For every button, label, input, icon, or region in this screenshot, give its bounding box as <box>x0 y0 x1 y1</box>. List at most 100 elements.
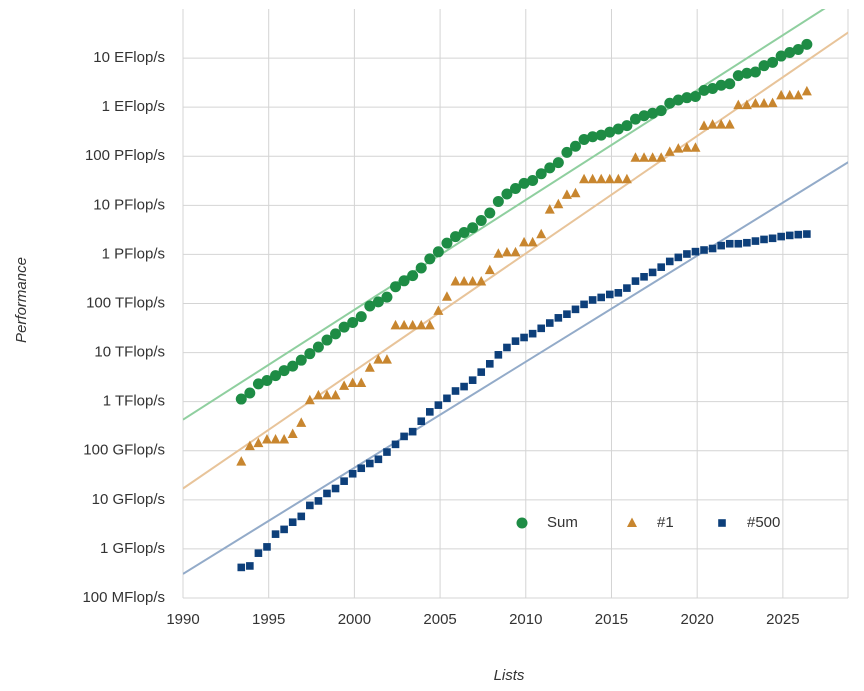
data-point <box>323 489 331 498</box>
data-point <box>793 89 804 100</box>
y-tick-label: 100 MFlop/s <box>82 589 165 606</box>
data-point <box>672 94 684 106</box>
data-point <box>656 152 667 162</box>
data-point <box>587 173 598 184</box>
data-point <box>484 264 495 275</box>
data-point <box>640 272 648 281</box>
data-point <box>356 377 367 388</box>
data-point <box>732 70 744 82</box>
data-point <box>279 433 290 444</box>
data-point <box>716 119 727 129</box>
data-point <box>321 334 333 346</box>
data-point <box>597 293 605 302</box>
x-tick-label: 2020 <box>680 611 713 628</box>
data-point <box>270 433 281 444</box>
data-point <box>501 188 513 200</box>
data-point <box>561 146 573 158</box>
data-point <box>477 368 486 376</box>
data-point <box>432 246 444 258</box>
data-point <box>690 142 701 152</box>
data-point <box>767 56 779 68</box>
data-point <box>639 152 650 162</box>
legend-marker <box>718 519 726 527</box>
data-point <box>271 530 280 538</box>
data-point <box>631 277 640 285</box>
legend-marker <box>516 517 528 529</box>
data-point <box>776 89 787 100</box>
data-point <box>330 389 341 400</box>
data-point <box>467 222 479 234</box>
y-tick-label: 10 PFlop/s <box>93 196 165 213</box>
data-point <box>398 275 410 287</box>
data-point <box>544 162 556 174</box>
data-point <box>527 175 539 187</box>
data-point <box>621 120 633 132</box>
data-point <box>357 464 366 473</box>
data-point <box>476 275 487 286</box>
data-point <box>288 518 297 527</box>
data-point <box>528 329 537 338</box>
data-point <box>536 228 547 239</box>
data-point <box>655 105 667 117</box>
data-point <box>372 296 384 308</box>
data-point <box>638 110 650 122</box>
data-point <box>647 107 659 119</box>
data-point <box>383 448 391 456</box>
data-point <box>261 374 273 386</box>
data-point <box>373 354 384 364</box>
data-point <box>451 387 460 395</box>
data-point <box>544 204 555 214</box>
data-point <box>612 123 624 135</box>
data-point <box>545 319 554 327</box>
data-point <box>253 437 264 448</box>
trend-line <box>183 161 848 575</box>
x-tick-label: 2010 <box>509 611 542 628</box>
data-point <box>768 234 777 243</box>
y-tick-label: 1 PFlop/s <box>102 245 165 262</box>
data-point <box>236 456 247 466</box>
data-point <box>725 239 734 248</box>
data-point <box>399 319 410 330</box>
data-point <box>803 230 811 238</box>
data-point <box>741 99 752 110</box>
y-tick-label: 10 EFlop/s <box>93 49 165 66</box>
data-point <box>715 79 727 91</box>
data-point <box>407 270 419 282</box>
y-tick-label: 100 GFlop/s <box>83 442 165 459</box>
data-point <box>698 84 710 96</box>
data-point <box>340 477 348 485</box>
data-point <box>313 389 324 400</box>
data-point <box>552 157 564 169</box>
data-point <box>312 341 324 353</box>
data-point <box>415 262 427 274</box>
x-tick-label: 1990 <box>166 611 199 628</box>
data-point <box>287 428 298 438</box>
legend-label: #1 <box>657 514 674 531</box>
data-point <box>450 275 461 286</box>
data-point <box>374 455 383 464</box>
data-point <box>366 459 374 468</box>
data-point <box>510 246 521 257</box>
data-point <box>751 237 760 245</box>
data-point <box>794 230 803 239</box>
data-point <box>280 525 288 534</box>
data-point <box>426 408 434 416</box>
data-point <box>244 440 255 451</box>
data-point <box>784 46 796 58</box>
data-point <box>390 281 402 293</box>
data-point <box>441 291 452 301</box>
data-point <box>519 236 530 247</box>
data-point <box>760 235 768 244</box>
data-point <box>570 187 581 198</box>
data-point <box>347 317 359 329</box>
data-point <box>775 50 787 62</box>
data-point <box>785 231 794 240</box>
data-point <box>587 131 599 143</box>
data-point <box>321 389 332 400</box>
y-tick-label: 1 TFlop/s <box>103 393 165 410</box>
data-point <box>287 360 299 372</box>
data-point <box>801 38 813 50</box>
data-point <box>683 250 691 258</box>
data-point <box>314 497 323 505</box>
